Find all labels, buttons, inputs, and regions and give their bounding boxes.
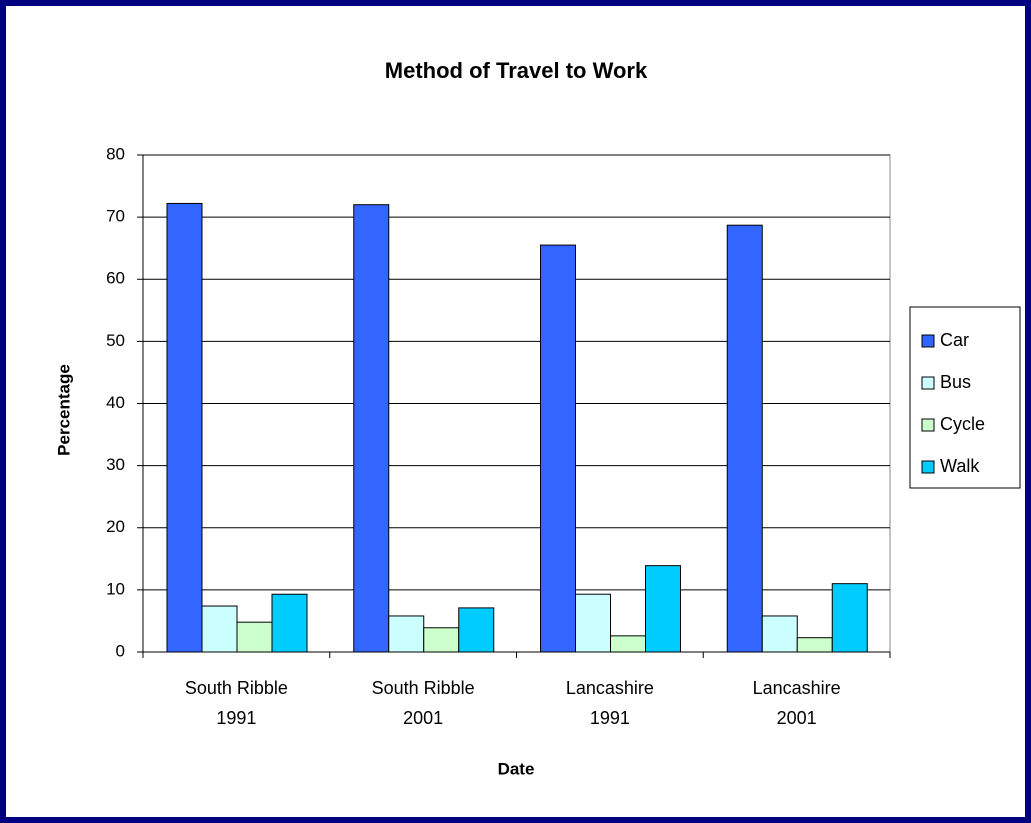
y-tick-label: 70 bbox=[106, 207, 125, 226]
bar bbox=[458, 607, 495, 653]
legend-label: Bus bbox=[940, 372, 971, 392]
bar bbox=[796, 637, 833, 653]
x-axis-label: Date bbox=[498, 759, 535, 778]
bar bbox=[423, 627, 460, 653]
legend-swatch bbox=[921, 334, 935, 348]
bar bbox=[645, 565, 681, 653]
bar bbox=[610, 635, 646, 653]
x-tick-label: South Ribble 2001 bbox=[372, 678, 475, 728]
bar bbox=[353, 204, 390, 653]
x-tick-label: Lancashire 1991 bbox=[566, 678, 654, 728]
x-tick-label: South Ribble 1991 bbox=[185, 678, 288, 728]
bar bbox=[166, 202, 203, 653]
y-tick-label: 20 bbox=[106, 517, 125, 536]
y-tick-label: 30 bbox=[106, 455, 125, 474]
bar bbox=[831, 583, 868, 653]
legend-swatch bbox=[921, 418, 935, 432]
y-tick-label: 60 bbox=[106, 269, 125, 288]
bar bbox=[388, 615, 425, 653]
y-tick-label: 0 bbox=[116, 641, 125, 660]
x-tick-label: Lancashire 2001 bbox=[753, 678, 841, 728]
bar bbox=[271, 593, 308, 653]
y-tick-label: 40 bbox=[106, 393, 125, 412]
bar bbox=[201, 605, 238, 653]
legend-label: Car bbox=[940, 330, 969, 350]
legend-swatch bbox=[921, 376, 935, 390]
legend-label: Cycle bbox=[940, 414, 985, 434]
y-tick-label: 80 bbox=[106, 144, 125, 163]
y-tick-label: 10 bbox=[106, 579, 125, 598]
chart-title: Method of Travel to Work bbox=[385, 58, 648, 83]
bar bbox=[540, 244, 576, 653]
bar bbox=[575, 593, 611, 653]
legend-label: Walk bbox=[940, 456, 980, 476]
y-axis-label: Percentage bbox=[54, 364, 73, 456]
bar bbox=[726, 224, 763, 653]
bar bbox=[761, 615, 798, 653]
bar bbox=[236, 621, 273, 653]
y-tick-label: 50 bbox=[106, 331, 125, 350]
legend-swatch bbox=[921, 460, 935, 474]
